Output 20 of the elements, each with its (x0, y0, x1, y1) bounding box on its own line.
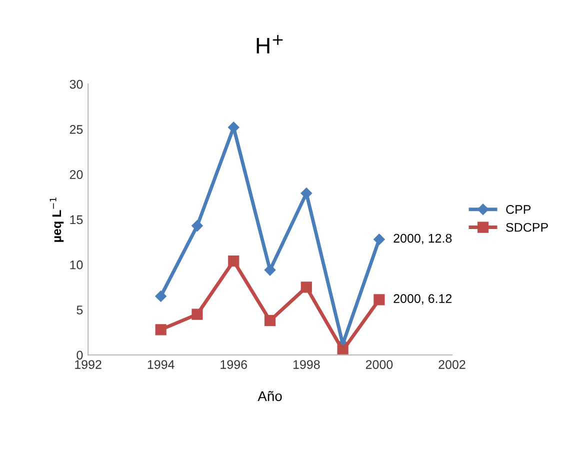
y-tick-label: 5 (76, 306, 83, 314)
annotation: 2000, 12.8 (394, 234, 452, 244)
y-tick-label: 25 (70, 125, 83, 134)
chart-title: H$^{+}$ (256, 35, 283, 54)
y-tick-label: 30 (70, 80, 83, 89)
annotation: 2000, 6.12 (394, 294, 452, 304)
y-tick-label: 20 (70, 170, 83, 179)
y-axis-title: µeq L$^{−1}$ (50, 198, 64, 242)
x-tick-label: 1994 (148, 360, 174, 369)
x-tick-label: 1998 (293, 360, 320, 369)
legend-label: CPP (506, 205, 531, 214)
x-tick-label: 1996 (220, 360, 247, 369)
x-tick-label: 2002 (438, 360, 466, 369)
y-tick-label: 0 (76, 350, 83, 360)
y-tick-label: 15 (70, 215, 83, 224)
x-tick-label: 2000 (366, 360, 393, 369)
legend-label: SDCPP (506, 222, 548, 232)
x-tick-label: 1992 (75, 360, 102, 369)
x-axis-title: Año (258, 390, 282, 402)
y-tick-label: 10 (70, 260, 83, 270)
